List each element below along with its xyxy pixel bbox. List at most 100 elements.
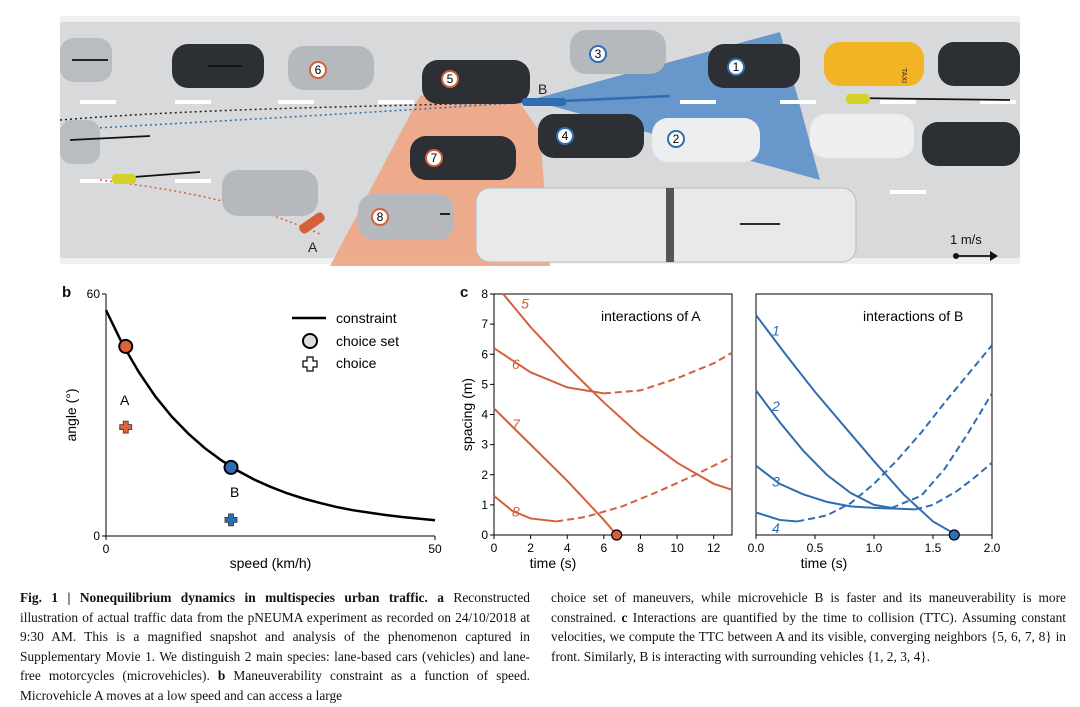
c-right-series-3-solid	[755, 464, 916, 511]
c-left-y-tick-label: 5	[481, 377, 488, 391]
scale-arrowhead	[990, 251, 998, 261]
c-left-series-label-8: 8	[512, 503, 520, 519]
c-left-y-tick-label: 4	[481, 408, 488, 422]
c-right-x-tick-label: 1.0	[866, 541, 883, 555]
taxi-label: TAXI	[900, 68, 907, 83]
panel-c-left-ylabel: spacing (m)	[459, 378, 475, 451]
c-left-series-6-solid	[493, 347, 605, 395]
c-left-x-tick-label: 4	[564, 541, 571, 555]
panel-b-letter: b	[62, 284, 72, 301]
vehicles	[60, 30, 1020, 263]
choice-point	[224, 513, 238, 527]
vehicle-number-6: 6	[315, 63, 322, 77]
point-label-b: B	[230, 484, 239, 500]
trajectory-dotted-blue	[60, 101, 531, 131]
c-right-series-label-1: 1	[772, 323, 780, 339]
maneuverability-chart: 0 50 0 60 speed (km/h) angle (°) constraint…	[63, 287, 442, 571]
legend-constraint-text: constraint	[336, 310, 397, 326]
c-left-y-tick-label: 0	[481, 528, 488, 542]
c-left-series-6-dashed	[603, 351, 733, 395]
c-left-series-5-solid	[502, 293, 733, 491]
panel-b-xlabel: speed (km/h)	[230, 555, 312, 571]
c-right-endpoint	[948, 529, 960, 541]
legend-choice-set-icon	[302, 333, 318, 349]
choice-set-point	[118, 338, 134, 354]
c-right-frame	[755, 293, 993, 536]
c-left-series-label-7: 7	[512, 416, 521, 432]
c-left-series-8-solid	[493, 495, 557, 523]
panel-c-letter: c	[460, 284, 469, 301]
choice-point	[119, 420, 133, 434]
constraint-curve	[104, 309, 436, 522]
b-x-tick-label: 0	[103, 542, 110, 556]
legend-choice-text: choice	[336, 355, 377, 371]
title-interactions-a: interactions of A	[601, 308, 701, 324]
panel-b-axes: 0 50 0 60	[87, 287, 442, 556]
c-right-series-label-4: 4	[772, 520, 780, 536]
c-left-series-label-6: 6	[512, 356, 520, 372]
c-right-x-tick-label: 1.5	[925, 541, 942, 555]
microvehicle-label-b: B	[538, 81, 547, 97]
c-left-series-7-solid	[493, 407, 618, 536]
caption-right: choice set of maneuvers, while microvehi…	[551, 588, 1066, 666]
c-left-x-tick-label: 0	[491, 541, 498, 555]
c-right-series-label-3: 3	[772, 473, 780, 489]
caption-part-b-text: Maneuverability constraint as a function…	[20, 668, 530, 703]
caption-left: Fig. 1 | Nonequilibrium dynamics in mult…	[20, 588, 530, 706]
c-left-x-tick-label: 8	[637, 541, 644, 555]
b-y-tick-label: 0	[93, 529, 100, 543]
caption-part-b-label: b	[217, 668, 226, 684]
panel-c-right-xlabel: time (s)	[801, 555, 848, 571]
scale-label: 1 m/s	[950, 232, 982, 247]
c-left-y-tick-label: 8	[481, 287, 488, 301]
c-left-x-tick-label: 2	[527, 541, 534, 555]
caption-part-a-label: a	[437, 590, 444, 605]
c-right-series-3-dashed	[915, 461, 993, 511]
c-left-x-tick-label: 6	[601, 541, 608, 555]
c-left-x-tick-label: 10	[670, 541, 684, 555]
c-left-y-tick-label: 1	[481, 498, 488, 512]
legend-choice-icon	[302, 356, 318, 372]
c-right-series-label-2: 2	[771, 398, 780, 414]
panel-b-legend: constraint choice set choice	[292, 310, 399, 372]
vehicle-number-5: 5	[447, 72, 454, 86]
motorcycle-b	[522, 98, 566, 106]
c-left-series-label-5: 5	[521, 296, 529, 312]
vehicle-number-8: 8	[377, 210, 384, 224]
motorcycle-a	[299, 212, 325, 234]
caption-part-b-text-continued: choice set of maneuvers, while microvehi…	[551, 590, 1066, 625]
c-right-x-tick-label: 2.0	[984, 541, 1001, 555]
caption-fig-label: Fig. 1 | Nonequilibrium dynamics in mult…	[20, 590, 428, 605]
c-left-endpoint	[611, 529, 623, 541]
c-right-x-tick-label: 0.0	[748, 541, 765, 555]
traffic-illustration: A B TAXI 1 2 3 4 5 6 7 8 1 m/s	[60, 16, 1020, 266]
c-left-x-tick-label: 12	[707, 541, 721, 555]
c-left-series-8-dashed	[556, 455, 733, 523]
motorcycle-yellow-1	[112, 174, 136, 184]
panel-c-left-xlabel: time (s)	[530, 555, 577, 571]
caption-part-c-label: c	[621, 609, 628, 625]
c-left-y-tick-label: 6	[481, 347, 488, 361]
c-left-frame	[493, 293, 733, 536]
panel-b-ylabel: angle (°)	[63, 388, 79, 441]
vehicle-number-3: 3	[595, 47, 602, 61]
legend-choice-set-text: choice set	[336, 333, 399, 349]
panel-b-marks	[118, 338, 239, 527]
c-right-series-2-dashed	[891, 392, 993, 509]
panel-c-right: 0.0 0.5 1.0 1.5 2.0 1 2 3 4	[748, 293, 1001, 555]
c-left-y-tick-label: 2	[481, 468, 488, 482]
title-interactions-b: interactions of B	[863, 308, 963, 324]
road-edge-top	[60, 16, 1020, 22]
c-right-series-2-solid	[755, 389, 892, 509]
vehicle-number-2: 2	[673, 132, 680, 146]
caption-part-a-text: Reconstructed illustration of actual tra…	[20, 590, 530, 684]
vehicle-number-4: 4	[562, 129, 569, 143]
choice-set-point	[223, 459, 239, 475]
b-x-tick-label: 50	[428, 542, 442, 556]
b-y-tick-label: 60	[87, 287, 101, 301]
vehicle-number-badges: 1 2 3 4 5 6 7 8	[309, 45, 745, 226]
c-left-y-tick-label: 3	[481, 438, 488, 452]
vehicle-number-1: 1	[733, 60, 740, 74]
